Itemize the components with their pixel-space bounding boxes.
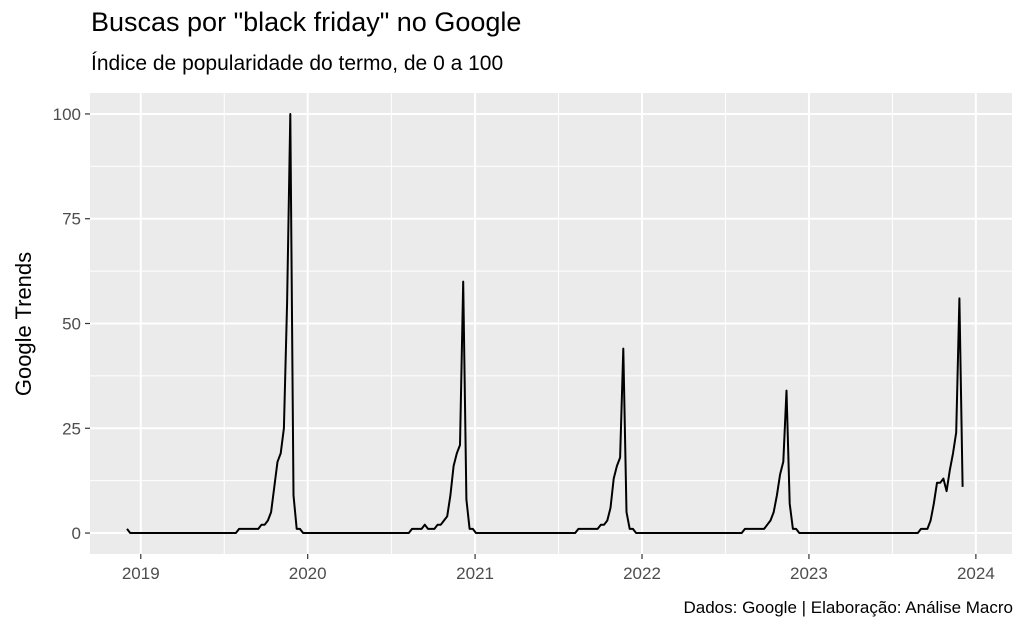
chart-caption: Dados: Google | Elaboração: Análise Macr… — [683, 598, 1014, 617]
x-tick-label: 2022 — [623, 564, 661, 583]
y-tick-label: 75 — [62, 210, 81, 229]
x-tick-label: 2024 — [957, 564, 995, 583]
y-tick-label: 0 — [72, 524, 81, 543]
chart-title: Buscas por "black friday" no Google — [91, 7, 522, 37]
x-tick-label: 2021 — [456, 564, 494, 583]
axis-ticks — [85, 113, 977, 559]
chart-subtitle: Índice de popularidade do termo, de 0 a … — [91, 52, 504, 75]
y-tick-label: 25 — [62, 419, 81, 438]
x-tick-label: 2019 — [122, 564, 160, 583]
x-tick-label: 2020 — [289, 564, 327, 583]
y-tick-label: 50 — [62, 315, 81, 334]
y-tick-label: 100 — [53, 105, 81, 124]
x-tick-label: 2023 — [790, 564, 828, 583]
tick-labels: 2019 2020 2021 2022 2023 2024 0 25 50 75 100 — [53, 105, 995, 583]
series-line — [126, 113, 964, 534]
